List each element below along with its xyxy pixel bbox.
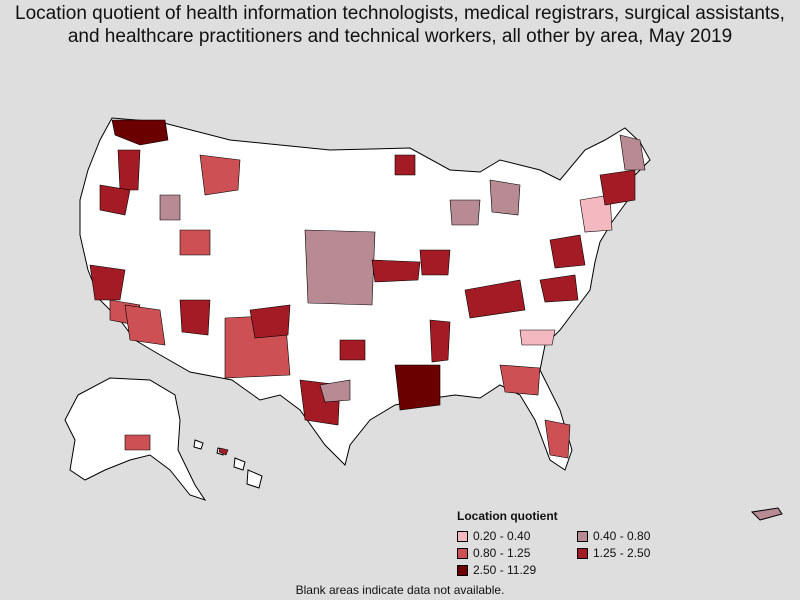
legend-swatch-4: [457, 564, 468, 576]
legend-swatch-2: [457, 547, 468, 559]
map-areas: [89, 119, 646, 459]
legend-swatch-1: [577, 530, 588, 542]
legend-swatch-3: [577, 547, 588, 559]
legend-label-2: 0.80 - 1.25: [473, 546, 531, 560]
map-title: Location quotient of health information …: [15, 3, 785, 47]
legend-label-1: 0.40 - 0.80: [593, 529, 651, 543]
legend-title: Location quotient: [457, 509, 558, 523]
legend-item-1: 0.40 - 0.80: [577, 529, 697, 543]
legend-item-3: 1.25 - 2.50: [577, 546, 697, 560]
legend-item-0: 0.20 - 0.40: [457, 529, 577, 543]
legend-item-2: 0.80 - 1.25: [457, 546, 577, 560]
legend-label-0: 0.20 - 0.40: [473, 529, 531, 543]
legend-item-4: 2.50 - 11.29: [457, 563, 577, 577]
legend-label-3: 1.25 - 2.50: [593, 546, 651, 560]
puerto-rico: [750, 507, 783, 521]
legend-label-4: 2.50 - 11.29: [473, 563, 537, 577]
hawaii: [193, 439, 263, 489]
legend-swatch-0: [457, 530, 468, 542]
blank-areas-note: Blank areas indicate data not available.: [295, 583, 505, 597]
legend: Location quotient 0.20 - 0.40 0.40 - 0.8…: [457, 509, 707, 577]
